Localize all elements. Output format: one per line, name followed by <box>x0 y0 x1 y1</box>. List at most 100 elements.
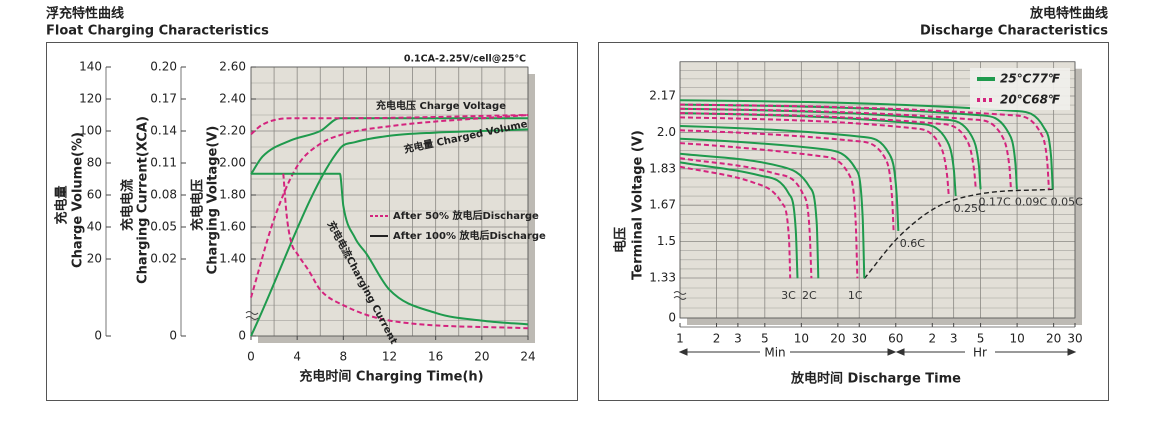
y-tick-label: 0.08 <box>150 188 177 202</box>
axis-break <box>673 291 687 300</box>
y-tick-label: 1.60 <box>219 220 246 234</box>
y-tick-label: 60 <box>87 188 102 202</box>
y-tick-label: 1.83 <box>649 161 676 175</box>
y-tick-label: 1.67 <box>649 198 676 212</box>
y-tick-label: 0.14 <box>150 124 177 138</box>
x-unit-label: Min <box>764 346 785 360</box>
y-tick-label: 1.40 <box>219 252 246 266</box>
x-tick-label: 2 <box>928 332 936 346</box>
y-tick-label: 0 <box>238 329 246 343</box>
x-tick-label: 1 <box>676 332 684 346</box>
discharge-curve <box>679 125 900 231</box>
discharge-curve <box>679 157 813 279</box>
rate-label: 0.05C <box>1051 195 1083 208</box>
y-axis-label: Charging Voltage(V) <box>206 126 221 275</box>
y-tick-label: 1.5 <box>657 234 676 248</box>
unit-arrows <box>678 348 1077 356</box>
legend-box <box>970 68 1070 110</box>
curve <box>251 172 529 326</box>
x-tick-label: 60 <box>888 332 903 346</box>
discharge-curve <box>679 112 977 190</box>
curve-label: 充电电压 Charge Voltage <box>376 99 506 112</box>
x-tick-label: 24 <box>520 350 535 364</box>
y-tick-label: 0.05 <box>150 220 177 234</box>
curve <box>250 114 529 135</box>
y-tick-label: 120 <box>79 92 102 106</box>
x-tick-label: 3 <box>734 332 742 346</box>
legend-label: After 100% 放电后Discharge <box>393 229 546 242</box>
y-axis-label: 充电电流 <box>120 179 136 231</box>
curve <box>250 128 529 337</box>
y-tick-label: 100 <box>79 124 102 138</box>
x-tick-label: 2 <box>713 332 721 346</box>
discharge-curve <box>679 152 820 279</box>
y-axis-label: 充电量 <box>54 185 70 224</box>
x-tick-label: 0 <box>247 350 255 364</box>
rate-label: 2C <box>802 289 817 302</box>
right-panel <box>598 42 1109 401</box>
right-subtitle: Discharge Characteristics <box>920 24 1108 39</box>
discharge-curve <box>679 107 982 190</box>
x-tick-label: 30 <box>852 332 867 346</box>
x-axis-label: 放电时间 Discharge Time <box>790 371 961 387</box>
legend-label: 25℃77℉ <box>1000 72 1060 86</box>
y-axis-label: Charging Current(XCA) <box>136 116 151 284</box>
rate-label: 3C <box>781 289 796 302</box>
x-tick-label: 5 <box>977 332 985 346</box>
y-tick-label: 2.0 <box>657 125 676 139</box>
y-tick-label: 1.33 <box>649 271 676 285</box>
discharge-curve <box>679 129 895 231</box>
x-tick-label: 10 <box>1009 332 1024 346</box>
y-axis-label: Charge Volume(%) <box>71 132 86 268</box>
x-tick-label: 12 <box>382 350 397 364</box>
y-axis-label: Terminal Voltage (V) <box>631 130 646 280</box>
y-tick-label: 2.40 <box>219 92 246 106</box>
left-subtitle: Float Charging Characteristics <box>46 24 269 39</box>
curve <box>250 114 529 298</box>
y-tick-label: 2.20 <box>219 124 246 138</box>
x-tick-label: 8 <box>340 350 348 364</box>
x-tick-label: 4 <box>293 350 301 364</box>
y-tick-label: 0 <box>94 329 102 343</box>
legend-label: 20℃68℉ <box>1000 93 1060 107</box>
y-tick-label: 1.80 <box>219 188 246 202</box>
y-tick-label: 2.60 <box>219 60 246 74</box>
rate-label: 0.25C <box>954 202 986 215</box>
rate-label: 0.17C <box>978 195 1010 208</box>
y-axis-label: 充电电压 <box>190 179 206 231</box>
x-tick-label: 20 <box>1046 332 1061 346</box>
x-tick-label: 3 <box>950 332 958 346</box>
discharge-curve <box>679 116 950 197</box>
x-tick-label: 30 <box>1067 332 1082 346</box>
y-tick-label: 0.17 <box>150 92 177 106</box>
y-tick-label: 2.17 <box>649 89 676 103</box>
y-tick-label: 0.02 <box>150 252 177 266</box>
y-tick-label: 40 <box>87 220 102 234</box>
y-axis-label: 电压 <box>613 227 629 253</box>
y-tick-label: 80 <box>87 156 102 170</box>
y-tick-label: 20 <box>87 252 102 266</box>
y-tick-label: 0.11 <box>150 156 177 170</box>
x-tick-label: 5 <box>761 332 769 346</box>
right-title: 放电特性曲线 <box>1029 6 1108 22</box>
y-tick-label: 0.20 <box>150 60 177 74</box>
left-panel <box>46 42 578 401</box>
discharge-curve <box>679 137 866 279</box>
discharge-curve <box>679 103 1050 190</box>
discharge-curve <box>679 107 1012 190</box>
x-tick-label: 10 <box>794 332 809 346</box>
y-tick-label: 0 <box>668 311 676 325</box>
rate-label: 0.09C <box>1015 195 1047 208</box>
annotation: 0.1CA-2.25V/cell@25℃ <box>404 54 526 65</box>
left-title: 浮充特性曲线 <box>46 6 124 22</box>
plot-frame <box>679 61 1076 319</box>
axis-break <box>245 311 259 320</box>
x-tick-label: 16 <box>428 350 443 364</box>
rate-label: 1C <box>848 289 863 302</box>
x-tick-label: 20 <box>830 332 845 346</box>
y-tick-label: 140 <box>79 60 102 74</box>
discharge-curve <box>679 99 1054 190</box>
rate-label: 0.6C <box>900 237 925 250</box>
